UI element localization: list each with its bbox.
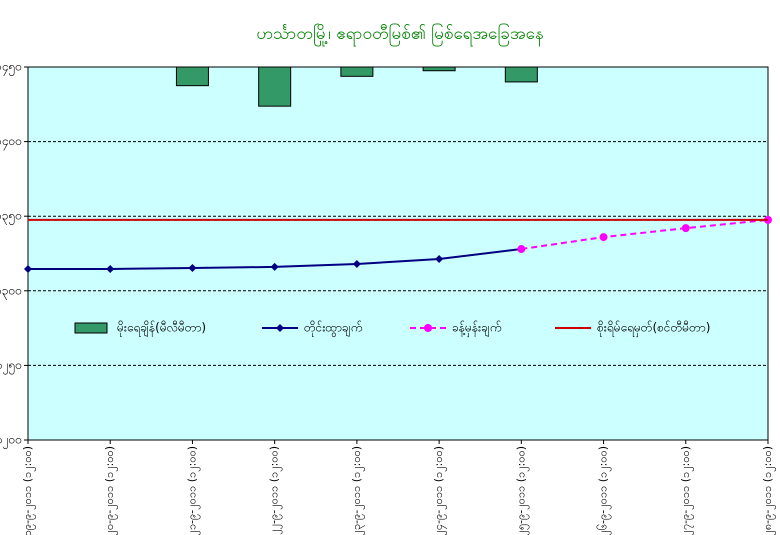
marker <box>599 233 608 242</box>
x-tick-label: ၂၆-၉-၂၀၁၁ (၁၂:၀၀) <box>597 446 612 535</box>
x-tick-label: ၁၉-၉-၂၀၁၁ (၁၂:၀၀) <box>21 446 36 535</box>
x-tick-label: ၂၈-၉-၂၀၁၁ (၁၂:၀၀) <box>761 446 776 535</box>
bar <box>258 66 292 107</box>
bar <box>175 66 209 87</box>
y-tick-label: ၁၂၀၀ <box>0 433 22 450</box>
y-tick-label: ၁၂၅၀ <box>0 358 22 375</box>
x-tick-label: ၂၂-၉-၂၀၁၁ (၁၂:၀၀) <box>268 446 283 535</box>
legend-label: စိုးရိမ်ရေမှတ်(စင်တီမီတာ) <box>597 320 710 338</box>
bar <box>422 66 456 72</box>
y-tick-label: ၁၄၅၀ <box>0 60 22 77</box>
marker <box>435 255 444 264</box>
x-tick-label: ၂၀-၉-၂၀၁၁ (၁၂:၀၀) <box>103 446 118 535</box>
marker <box>352 259 361 268</box>
chart-title: ဟင်္သာတမြို့၊ ဧရာဝတီမြစ်၏ မြစ်ရေအခြေအနေ <box>256 22 543 47</box>
x-tick-label: ၂၃-၉-၂၀၁၁ (၁၂:၀၀) <box>350 446 365 535</box>
marker <box>188 263 197 272</box>
y-tick-label: ၁၃၀၀ <box>0 283 22 300</box>
legend-swatch <box>74 322 108 334</box>
bar <box>504 66 538 83</box>
legend-marker <box>424 324 432 332</box>
marker <box>270 262 279 271</box>
x-tick-label: ၂၁-၉-၂၀၁၁ (၁၂:၀၀) <box>185 446 200 535</box>
marker <box>24 265 32 274</box>
bar <box>340 66 374 77</box>
plot-area <box>27 66 769 441</box>
x-tick-label: ၂၇-၉-၂၀၁၁ (၁၂:၀၀) <box>679 446 694 535</box>
marker <box>517 245 526 254</box>
x-tick-label: ၂၄-၉-၂၀၁၁ (၁၂:၀၀) <box>432 446 447 535</box>
marker <box>106 265 115 274</box>
y-tick-label: ၁၄၀၀ <box>0 134 22 151</box>
legend-label: ခန့်မှန်းချက် <box>452 320 501 338</box>
x-tick-label: ၂၅-၉-၂၀၁၁ (၁၂:၀၀) <box>514 446 529 535</box>
y-tick-label: ၁၃၅၀ <box>0 209 22 226</box>
legend-label: တိုင်းထွာချက် <box>304 320 362 338</box>
marker <box>681 224 690 233</box>
series-line <box>521 218 769 251</box>
legend-label: မိုးရေချိန်(မီလီမီတာ) <box>117 320 206 338</box>
legend-marker <box>276 324 284 332</box>
